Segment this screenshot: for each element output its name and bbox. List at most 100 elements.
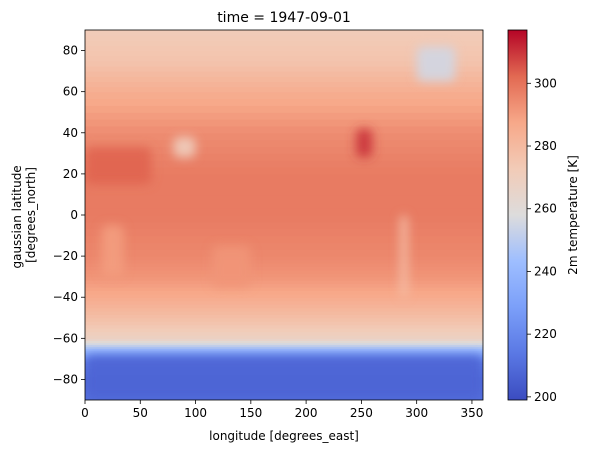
heatmap-region bbox=[173, 136, 196, 158]
chart-title: time = 1947-09-01 bbox=[217, 10, 351, 26]
heatmap-band bbox=[85, 86, 483, 93]
heatmap-band bbox=[85, 105, 483, 113]
heatmap-band bbox=[85, 304, 483, 309]
heatmap-band bbox=[85, 153, 483, 161]
heatmap-band bbox=[85, 314, 483, 319]
x-tick-label: 0 bbox=[81, 406, 89, 420]
y-tick-label: 40 bbox=[63, 126, 78, 140]
heatmap-band bbox=[85, 321, 483, 326]
heatmap-band bbox=[85, 273, 483, 278]
heatmap-band bbox=[85, 290, 483, 295]
heatmap-band bbox=[85, 283, 483, 288]
colorbar-tick-label: 200 bbox=[534, 390, 557, 404]
heatmap-band bbox=[85, 352, 483, 356]
heatmap-region bbox=[355, 128, 373, 158]
y-axis-label: gaussian latitude [degrees_north] bbox=[10, 161, 38, 268]
heatmap-band bbox=[85, 65, 483, 72]
y-axis-label-line-1: gaussian latitude bbox=[10, 165, 24, 268]
y-tick-label: −60 bbox=[53, 331, 78, 345]
heatmap-band bbox=[85, 286, 483, 291]
heatmap-band bbox=[85, 76, 483, 82]
colorbar bbox=[507, 29, 528, 401]
y-tick-label: −80 bbox=[53, 372, 78, 386]
heatmap-band bbox=[85, 194, 483, 202]
colorbar-label: 2m temperature [K] bbox=[566, 155, 580, 275]
heatmap-band bbox=[85, 35, 483, 41]
heatmap-band bbox=[85, 132, 483, 141]
heatmap-band bbox=[85, 81, 483, 88]
x-tick-label: 50 bbox=[133, 406, 148, 420]
heatmap-band bbox=[85, 228, 483, 237]
x-tick-label: 350 bbox=[460, 406, 483, 420]
heatmap-region bbox=[101, 225, 124, 277]
colorbar-tick-label: 240 bbox=[534, 264, 557, 278]
heatmap-band bbox=[85, 297, 483, 302]
heatmap-band bbox=[85, 146, 483, 154]
heatmap-band bbox=[85, 324, 483, 329]
heatmap-band bbox=[85, 331, 483, 336]
heatmap-band bbox=[85, 256, 483, 261]
heatmap-band bbox=[85, 342, 483, 346]
heatmap-band bbox=[85, 338, 483, 341]
heatmap-band bbox=[85, 98, 483, 106]
heatmap-band bbox=[85, 269, 483, 274]
heatmap-band bbox=[85, 71, 483, 77]
heatmap-band bbox=[85, 340, 483, 344]
heatmap-band bbox=[85, 346, 483, 350]
heatmap-band bbox=[85, 334, 483, 339]
heatmap-band bbox=[85, 221, 483, 230]
heatmap-band bbox=[85, 249, 483, 257]
heatmap-band bbox=[85, 300, 483, 305]
heatmap-region bbox=[85, 147, 152, 185]
x-tick-label: 250 bbox=[350, 406, 373, 420]
x-tick-label: 100 bbox=[184, 406, 207, 420]
heatmap-band bbox=[85, 328, 483, 333]
heatmap-region bbox=[85, 354, 483, 400]
heatmap-band bbox=[85, 180, 483, 189]
heatmap-band bbox=[85, 112, 483, 120]
heatmap-band bbox=[85, 119, 483, 127]
heatmap-band bbox=[85, 45, 483, 52]
x-tick-label: 150 bbox=[239, 406, 262, 420]
y-tick-label: 0 bbox=[70, 208, 78, 222]
heatmap-band bbox=[85, 266, 483, 271]
heatmap-band bbox=[85, 310, 483, 315]
heatmap-band bbox=[85, 276, 483, 281]
heatmap-band bbox=[85, 348, 483, 352]
y-tick-label: 20 bbox=[63, 167, 78, 181]
heatmap-band bbox=[85, 280, 483, 285]
x-axis: 0 50 100 150 200 250 300 350 bbox=[81, 400, 483, 420]
heatmap-band bbox=[85, 262, 483, 267]
heatmap-band bbox=[85, 235, 483, 244]
heatmap-band bbox=[85, 293, 483, 298]
colorbar-tick-label: 280 bbox=[534, 139, 557, 153]
heatmap-band bbox=[85, 125, 483, 134]
heatmap-region bbox=[416, 46, 456, 82]
x-tick-label: 200 bbox=[295, 406, 318, 420]
heatmap-field bbox=[85, 30, 483, 400]
heatmap-band bbox=[85, 40, 483, 47]
y-axis: −80 −60 −40 −20 0 20 40 60 80 bbox=[53, 44, 85, 386]
heatmap-band bbox=[85, 215, 483, 223]
heatmap-band bbox=[85, 201, 483, 209]
colorbar-tick-label: 220 bbox=[534, 327, 557, 341]
heatmap-band bbox=[85, 344, 483, 348]
colorbar-tick-label: 260 bbox=[534, 202, 557, 216]
heatmap-band bbox=[85, 139, 483, 148]
heatmap-band bbox=[85, 242, 483, 250]
colorbar-tick-label: 300 bbox=[534, 76, 557, 90]
heatmap-band bbox=[85, 50, 483, 57]
y-axis-label-line-2: [degrees_north] bbox=[24, 167, 38, 263]
heatmap-band bbox=[85, 317, 483, 322]
heatmap-band bbox=[85, 350, 483, 354]
y-tick-label: −20 bbox=[53, 249, 78, 263]
y-tick-label: 60 bbox=[63, 85, 78, 99]
heatmap-band bbox=[85, 208, 483, 216]
heatmap-band bbox=[85, 259, 483, 264]
heatmap-band bbox=[85, 173, 483, 182]
heatmap-region bbox=[212, 245, 251, 287]
heatmap-band bbox=[85, 307, 483, 312]
y-tick-label: 80 bbox=[63, 44, 78, 58]
colorbar-axis: 200 220 240 260 280 300 bbox=[527, 76, 557, 404]
